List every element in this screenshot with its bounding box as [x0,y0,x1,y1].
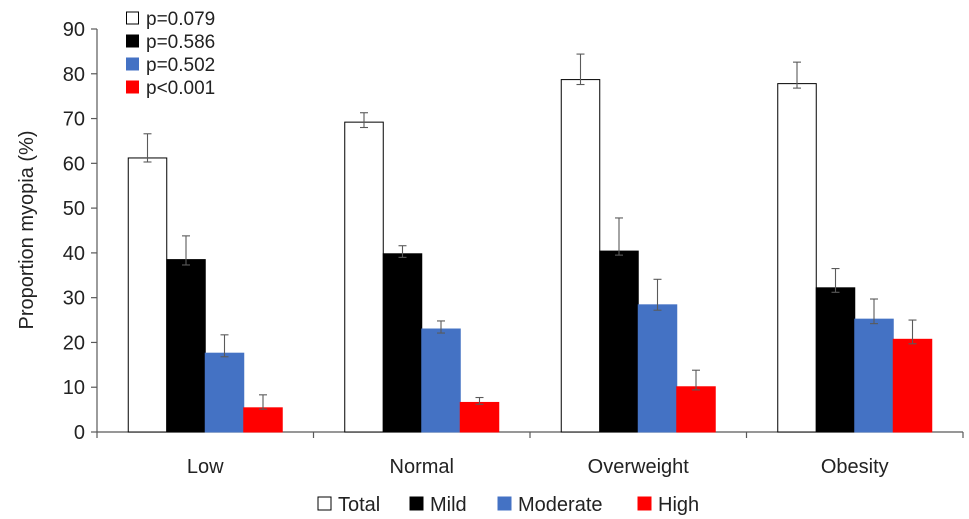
legend-swatch [637,496,652,511]
bar [344,121,384,433]
y-tick-label: 50 [63,198,85,220]
y-axis-title: Proportion myopia (%) [16,131,38,330]
bar [892,338,933,433]
pvalue-legend-swatch [126,11,139,25]
x-tick-label: Low [187,456,224,478]
y-tick-label: 10 [63,377,85,399]
pvalue-legend-label: p<0.001 [146,78,215,99]
legend-swatch [317,496,332,511]
bar [599,250,639,433]
legend-label: Moderate [518,494,603,516]
pvalue-legend-label: p=0.586 [146,32,215,53]
error-bars [143,53,917,410]
bar [637,304,678,433]
bar [854,318,894,433]
bar [204,352,245,433]
y-tick-label: 0 [74,422,85,444]
legend-swatch [409,496,424,511]
pvalue-legend-swatch [126,80,139,94]
bar [459,401,500,433]
pvalue-legend-label: p=0.079 [146,9,215,30]
pvalue-legend-swatch [126,34,139,48]
y-tick-label: 60 [63,153,85,175]
y-tick-label: 30 [63,288,85,310]
legend-label: Total [338,494,380,516]
legend-swatch [497,496,512,511]
bar [127,157,168,433]
y-tick-label: 80 [63,64,85,86]
y-tick-label: 20 [63,332,85,354]
y-tick-label: 90 [63,19,85,41]
y-tick-label: 70 [63,109,85,131]
bar [560,79,601,433]
bars [127,79,933,433]
x-tick-label: Normal [390,456,454,478]
legend: Total Mild Moderate High [317,494,699,516]
bar [777,83,817,433]
y-tick-label: 40 [63,243,85,265]
bar [166,259,206,433]
legend-label: Mild [430,494,467,516]
legend-label: High [658,494,699,516]
bar [421,328,461,433]
x-tick-label: Obesity [821,456,889,478]
x-tick-label: Overweight [588,456,690,478]
bar [382,253,423,433]
bar [815,287,856,433]
pvalue-legend-swatch [126,57,139,71]
bar [243,407,283,433]
pvalue-legend-label: p=0.502 [146,55,215,76]
bar [676,386,716,433]
axes: 0 10 20 30 40 50 60 70 80 90 Low Normal Overweight Ob… [63,19,964,478]
